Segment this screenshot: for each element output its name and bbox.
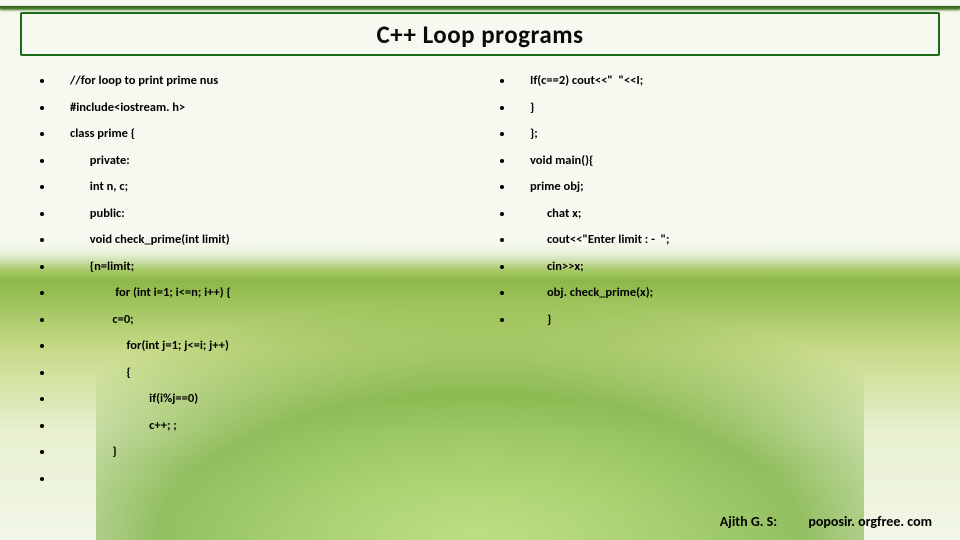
code-line: prime obj; [530,178,584,196]
bullet-icon [40,238,44,242]
bullet-icon [40,371,44,375]
bullet-line: }; [500,125,920,143]
slide-title: C++ Loop programs [377,19,584,50]
code-line: If(c==2) cout<<" "<<I; [530,72,643,90]
bullet-line: } [500,311,920,329]
code-line: } [70,443,117,461]
bullet-line: { [40,364,460,382]
code-line: class prime { [70,125,135,143]
left-column: //for loop to print prime nus #include<io… [40,72,480,500]
bullet-line: public: [40,205,460,223]
code-line: cout<<"Enter limit : - "; [530,231,669,249]
bullet-icon [500,318,504,322]
bullet-icon [500,212,504,216]
bullet-icon [500,79,504,83]
code-line: {n=limit; [70,258,134,276]
bullet-icon [40,185,44,189]
code-line: if(i%j==0) [70,390,198,408]
bullet-line: #include<iostream. h> [40,99,460,117]
bullet-icon [40,106,44,110]
bullet-line: void check_prime(int limit) [40,231,460,249]
bullet-line: obj. check_prime(x); [500,284,920,302]
bullet-icon [500,106,504,110]
bullet-line: for(int j=1; j<=i; j++) [40,337,460,355]
code-line: { [70,364,131,382]
code-line: for(int j=1; j<=i; j++) [70,337,229,355]
bullet-line: If(c==2) cout<<" "<<I; [500,72,920,90]
bullet-icon [40,477,44,481]
code-line: private: [70,152,130,170]
bullet-line: int n, c; [40,178,460,196]
content-area: //for loop to print prime nus #include<io… [40,72,920,500]
bullet-icon [40,344,44,348]
code-line: //for loop to print prime nus [70,72,218,90]
bullet-icon [500,265,504,269]
bullet-line: cin>>x; [500,258,920,276]
bullet-icon [40,397,44,401]
bullet-line: cout<<"Enter limit : - "; [500,231,920,249]
bullet-icon [40,212,44,216]
code-line: } [530,99,534,117]
code-line: void main(){ [530,152,593,170]
bullet-line: chat x; [500,205,920,223]
bullet-line: class prime { [40,125,460,143]
bullet-icon [40,132,44,136]
footer: Ajith G. S: poposir. orgfree. com [720,513,932,530]
bullet-icon [40,79,44,83]
bullet-line: //for loop to print prime nus [40,72,460,90]
footer-url: poposir. orgfree. com [808,513,932,530]
bullet-line: void main(){ [500,152,920,170]
bullet-line: c=0; [40,311,460,329]
bullet-icon [500,185,504,189]
top-grass-divider [0,6,960,9]
code-line: public: [70,205,125,223]
code-line: c=0; [70,311,134,329]
bullet-line: } [500,99,920,117]
bullet-line: for (int i=1; i<=n; i++) { [40,284,460,302]
code-line: chat x; [530,205,581,223]
bullet-icon [40,265,44,269]
bullet-icon [40,424,44,428]
bullet-icon [500,159,504,163]
code-line: #include<iostream. h> [70,99,185,117]
bullet-line: } [40,443,460,461]
bullet-line: private: [40,152,460,170]
author-name: Ajith G. S: [720,513,777,530]
code-line: int n, c; [70,178,128,196]
bullet-line: prime obj; [500,178,920,196]
code-line: obj. check_prime(x); [530,284,653,302]
bullet-icon [500,238,504,242]
code-line [70,470,73,488]
bullet-icon [40,450,44,454]
bullet-icon [40,318,44,322]
code-line: }; [530,125,538,143]
code-line: for (int i=1; i<=n; i++) { [70,284,231,302]
bullet-icon [40,159,44,163]
bullet-line: if(i%j==0) [40,390,460,408]
bullet-line [40,470,460,488]
bullet-icon [40,291,44,295]
bullet-icon [500,132,504,136]
bullet-line: {n=limit; [40,258,460,276]
code-line: c++; ; [70,417,177,435]
code-line: void check_prime(int limit) [70,231,230,249]
bullet-line: c++; ; [40,417,460,435]
right-column: If(c==2) cout<<" "<<I;}}; void main(){ pri… [480,72,920,500]
bullet-icon [500,291,504,295]
code-line: } [530,311,551,329]
title-bar: C++ Loop programs [20,12,940,56]
code-line: cin>>x; [530,258,584,276]
